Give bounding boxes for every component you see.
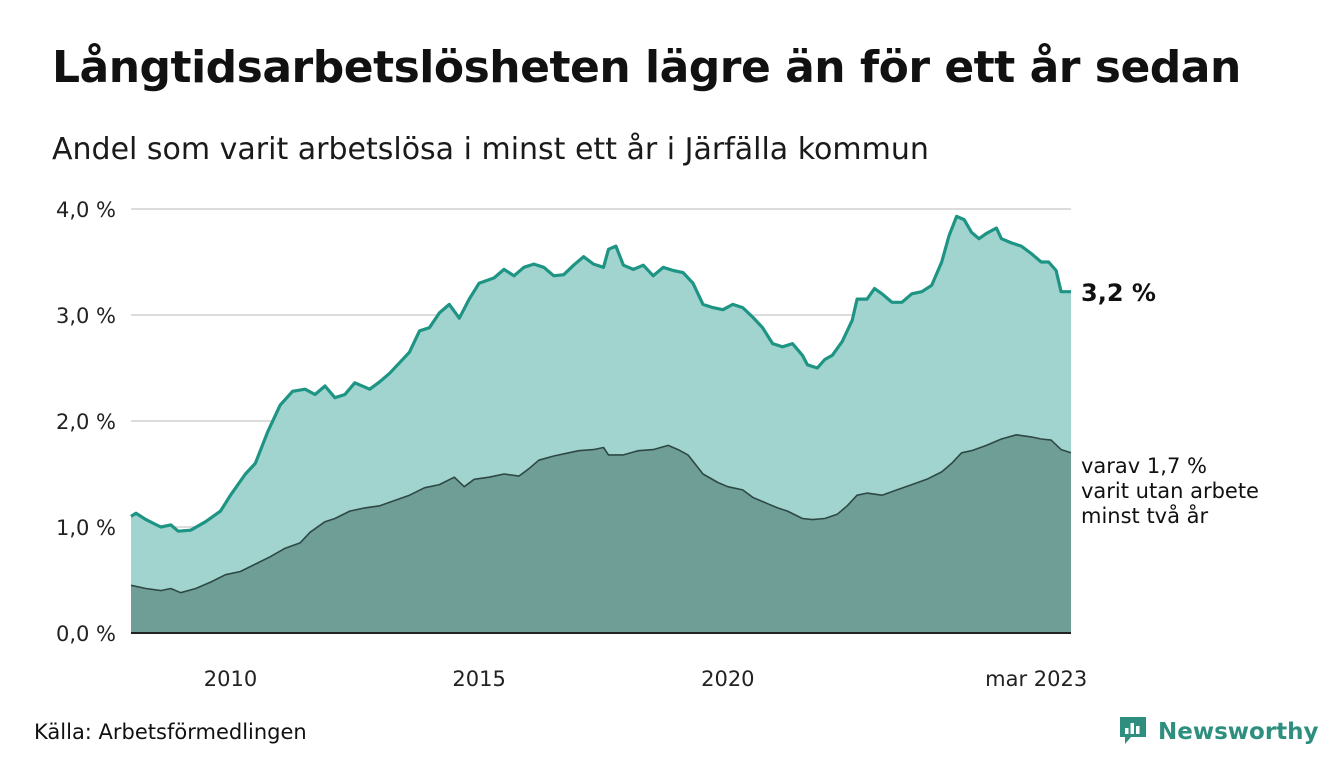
source-note: Källa: Arbetsförmedlingen <box>34 720 307 744</box>
y-tick-label: 0,0 % <box>56 622 116 646</box>
total-value-label: 3,2 % <box>1081 279 1156 307</box>
y-tick-label: 2,0 % <box>56 410 116 434</box>
two-years-label-line: minst två år <box>1081 503 1209 528</box>
chart-title: Långtidsarbetslösheten lägre än för ett … <box>52 42 1241 93</box>
newsworthy-chart-bubble-icon <box>1118 714 1148 750</box>
y-tick-label: 4,0 % <box>56 198 116 222</box>
chart-subtitle: Andel som varit arbetslösa i minst ett å… <box>52 132 929 167</box>
x-tick-label: 2010 <box>204 667 257 691</box>
brand-name: Newsworthy <box>1158 719 1319 745</box>
brand-logo[interactable]: Newsworthy <box>1118 714 1319 750</box>
y-tick-label: 1,0 % <box>56 516 116 540</box>
two-years-label-line: varav 1,7 % <box>1081 454 1207 478</box>
area-two-years-fill <box>131 434 1071 633</box>
x-tick-label: 2015 <box>452 667 505 691</box>
y-axis-ticks: 0,0 % 1,0 % 2,0 % 3,0 % 4,0 % <box>56 198 116 646</box>
two-years-label-line: varit utan arbete <box>1081 479 1259 503</box>
x-tick-label: 2020 <box>701 667 754 691</box>
y-tick-label: 3,0 % <box>56 304 116 328</box>
line-two-years <box>130 434 1072 594</box>
x-tick-label: mar 2023 <box>985 667 1087 691</box>
line-total <box>130 214 1071 533</box>
x-axis-ticks: 2010 2015 2020 mar 2023 <box>204 667 1087 691</box>
